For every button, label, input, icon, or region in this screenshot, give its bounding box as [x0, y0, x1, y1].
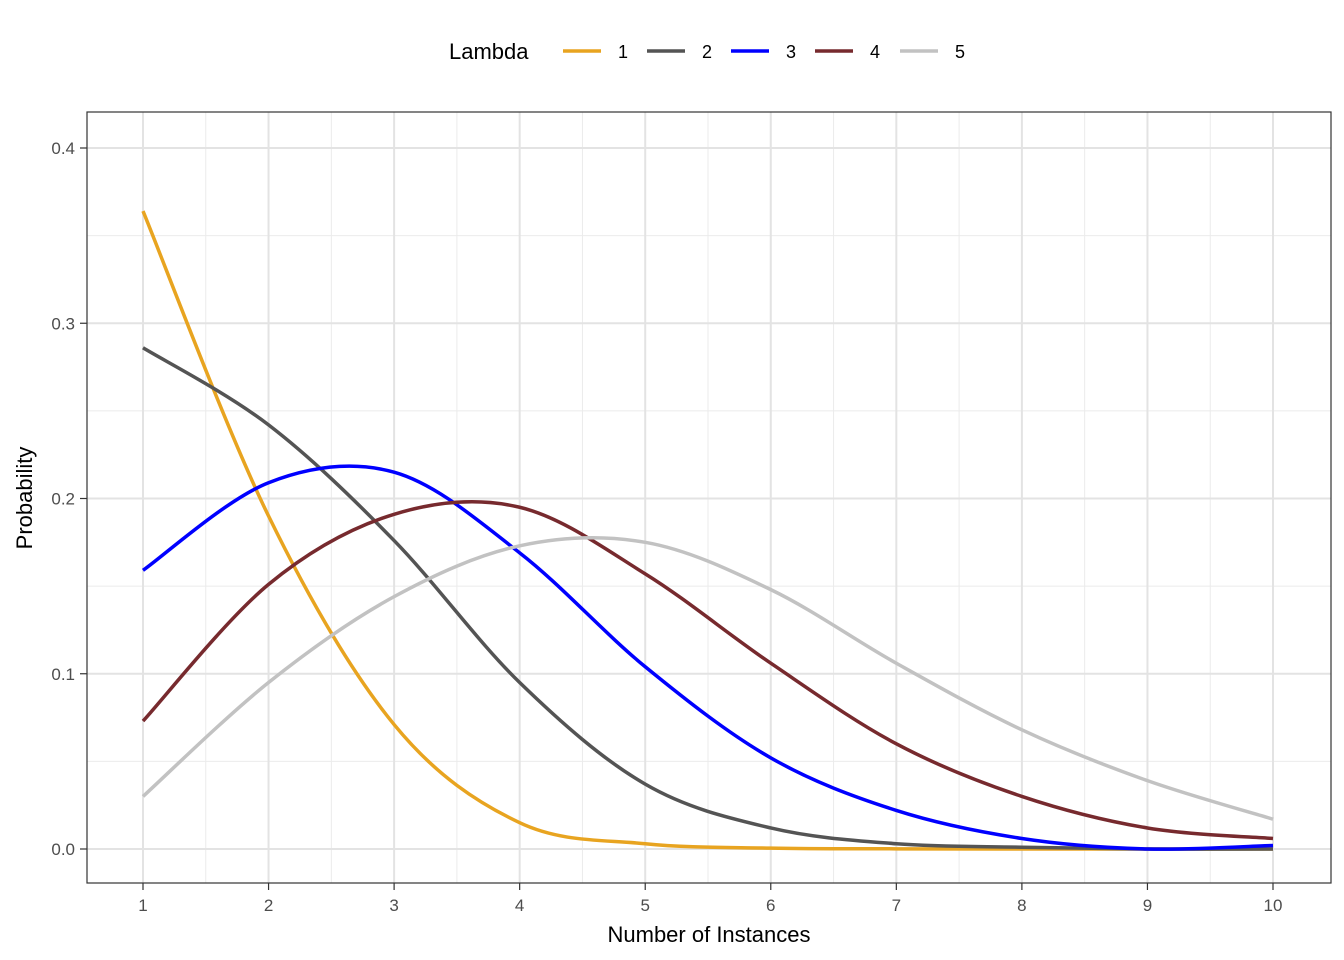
x-tick-label: 6: [766, 896, 775, 915]
legend-label-1: 1: [618, 42, 628, 62]
series-line-lambda-5: [141, 536, 1274, 821]
x-axis-label: Number of Instances: [608, 922, 811, 947]
x-tick-label: 2: [264, 896, 273, 915]
x-tick-label: 5: [640, 896, 649, 915]
legend: Lambda 1 2 3 4 5: [449, 39, 965, 64]
x-tick-label: 1: [138, 896, 147, 915]
x-tick-label: 7: [892, 896, 901, 915]
legend-label-2: 2: [702, 42, 712, 62]
y-tick-label: 0.1: [51, 665, 75, 684]
y-tick-label: 0.2: [51, 490, 75, 509]
y-tick-label: 0.0: [51, 840, 75, 859]
legend-label-4: 4: [870, 42, 880, 62]
series-line-lambda-3: [141, 464, 1274, 851]
y-axis-label: Probability: [12, 447, 37, 550]
x-tick-label: 4: [515, 896, 524, 915]
series-lines: [141, 210, 1274, 851]
legend-title: Lambda: [449, 39, 529, 64]
y-tick-label: 0.3: [51, 314, 75, 333]
x-tick-label: 10: [1264, 896, 1283, 915]
legend-label-3: 3: [786, 42, 796, 62]
axes: 1 2 3 4 5 6 7 8 9 10 0.0 0.1 0.2 0.3 0.4: [51, 139, 1282, 915]
x-tick-label: 3: [389, 896, 398, 915]
series-line-lambda-4: [141, 500, 1274, 841]
legend-label-5: 5: [955, 42, 965, 62]
series-line-lambda-2: [142, 346, 1274, 851]
x-tick-label: 8: [1017, 896, 1026, 915]
plot-border: [86, 111, 1332, 884]
grid: [87, 112, 1331, 883]
y-tick-label: 0.4: [51, 139, 75, 158]
x-tick-label: 9: [1143, 896, 1152, 915]
